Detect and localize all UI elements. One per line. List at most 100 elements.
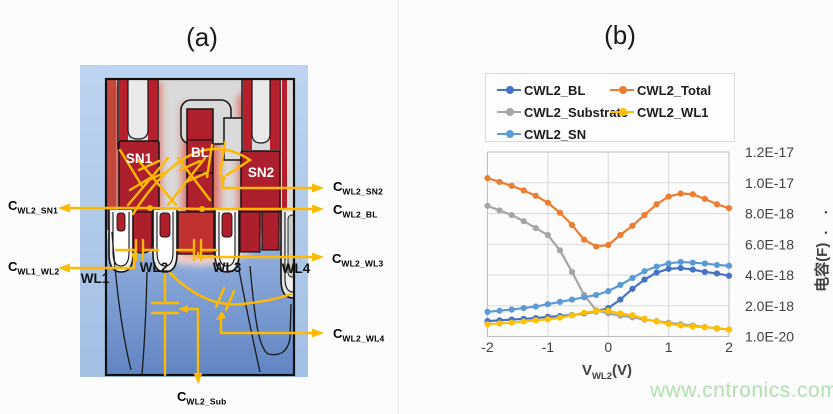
series-marker-CWL2_Total [665,193,672,200]
x-tick-label: -1 [542,339,555,355]
x-tick-label: 0 [604,339,612,355]
x-tick-label: 2 [725,339,733,355]
series-marker-CWL2_Total [629,222,636,229]
series-marker-CWL2_SN [689,259,696,266]
series-marker-CWL2_Total [532,192,539,199]
cap-label-cwl2-wl4: CWL2_WL4 [333,326,385,344]
legend-marker-cwl2-bl [497,82,521,98]
series-marker-CWL2_SN [568,296,576,303]
series-marker-CWL2_WL1 [508,319,515,326]
series-marker-CWL2_Total [725,205,733,212]
series-marker-CWL2_WL1 [556,314,564,321]
series-marker-CWL2_Total [556,209,564,216]
capacitance-chart: 1.2E-17 1.0E-17 8.0E-18 6.0E-18 4.0E-18 2.0E-… [481,144,794,355]
label-wl1: WL1 [81,271,110,286]
series-marker-CWL2_Substrate [508,211,515,219]
series-marker-CWL2_Substrate [568,268,576,276]
series-marker-CWL2_WL1 [653,318,660,325]
cap-label-cwl2-sn1: CWL2_SN1 [8,198,58,216]
series-marker-CWL2_WL1 [701,324,708,331]
series-marker-CWL2_SN [701,260,708,267]
panel-a-title: (a) [186,22,218,52]
label-wl3: WL3 [213,260,242,275]
legend-item-cwl2-bl: CWL2_BL [497,82,585,98]
series-marker-CWL2_Total [593,243,600,250]
legend-item-cwl2-sn: CWL2_SN [497,126,586,142]
series-marker-CWL2_WL1 [520,318,527,325]
y-tick-label: 8.0E-18 [745,206,794,222]
series-marker-CWL2_SN [653,263,660,270]
series-marker-CWL2_WL1 [617,310,624,317]
series-marker-CWL2_SN [508,306,515,313]
y-tick-label: 1.2E-17 [745,144,794,160]
legend-item-cwl2-substrate: CWL2_Substrate [497,104,628,120]
series-marker-CWL2_SN [581,294,588,301]
series-marker-CWL2_SN [520,304,527,312]
legend-marker-cwl2-substrate [497,104,521,120]
series-marker-CWL2_SN [593,291,600,299]
panel-b-title: (b) [604,20,636,50]
series-marker-CWL2_Substrate [556,247,564,254]
label-wl2: WL2 [140,260,169,275]
series-marker-CWL2_Total [653,201,660,208]
series-marker-CWL2_BL [677,264,684,272]
device-cross-section: SN1 BL SN2 WL1 WL2 WL3 WL4 [58,65,324,384]
device-body [106,79,294,375]
series-marker-CWL2_Substrate [532,225,539,232]
series-marker-CWL2_Total [544,199,551,206]
series-marker-CWL2_WL1 [713,324,721,332]
series-marker-CWL2_Substrate [496,207,503,214]
legend-marker-cwl2-total [610,82,634,98]
cap-label-cwl2-bl: CWL2_BL [333,202,378,220]
capacitance-annotations [58,140,324,384]
panel-divider [398,0,399,414]
cap-label-cwl1-wl2: CWL1_WL2 [8,259,60,277]
label-bl: BL [191,145,209,160]
series-marker-CWL2_WL1 [689,323,696,330]
series-marker-CWL2_BL [629,285,636,292]
series-marker-CWL2_BL [665,265,672,272]
label-sn1: SN1 [126,151,153,166]
cap-label-cwl2-sub: CWL2_Sub [177,389,227,407]
series-marker-CWL2_Total [520,187,527,194]
y-tick-label: 1.0E-17 [745,175,794,191]
series-marker-CWL2_Total [713,201,721,208]
chart-legend: CWL2_BL CWL2_Total CWL2_Substrate CWL2_W… [485,73,735,142]
device-region-labels: SN1 BL SN2 WL1 WL2 WL3 WL4 [81,145,311,286]
series-marker-CWL2_BL [701,268,708,276]
cap-label-cwl2-sn2: CWL2_SN2 [333,179,383,197]
series-marker-CWL2_BL [725,272,733,279]
series-marker-CWL2_WL1 [665,320,672,327]
series-marker-CWL2_SN [544,301,551,308]
series-marker-CWL2_SN [713,261,721,269]
series-marker-CWL2_BL [641,276,648,283]
label-sn2: SN2 [248,165,274,180]
series-marker-CWL2_SN [677,258,684,266]
series-marker-CWL2_Total [689,191,696,198]
y-axis-title: 电容(F). . [814,204,831,292]
series-marker-CWL2_WL1 [581,309,588,316]
series-marker-CWL2_SN [725,262,733,269]
series-marker-CWL2_Total [484,175,491,182]
series-marker-CWL2_Total [641,211,648,219]
series-marker-CWL2_Total [617,231,624,239]
series-marker-CWL2_SN [641,268,648,275]
series-marker-CWL2_SN [665,260,672,267]
y-tick-label: 2.0E-18 [745,298,794,314]
series-marker-CWL2_SN [556,298,564,306]
y-tick-label: 4.0E-18 [745,267,794,283]
series-marker-CWL2_WL1 [544,316,551,323]
series-marker-CWL2_WL1 [605,307,612,314]
legend-item-cwl2-wl1: CWL2_WL1 [610,104,709,120]
series-marker-CWL2_Total [701,195,708,202]
series-marker-CWL2_Substrate [484,202,491,209]
legend-item-cwl2-total: CWL2_Total [610,82,711,98]
series-marker-CWL2_WL1 [677,322,684,329]
series-marker-CWL2_Total [605,241,612,249]
legend-marker-cwl2-wl1 [610,104,634,120]
series-marker-CWL2_SN [496,307,503,314]
series-marker-CWL2_Substrate [520,218,527,225]
series-marker-CWL2_Total [496,178,503,186]
series-marker-CWL2_SN [617,281,624,289]
